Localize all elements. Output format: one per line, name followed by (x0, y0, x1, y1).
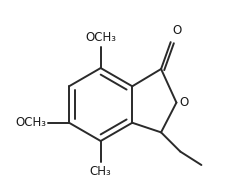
Text: OCH₃: OCH₃ (15, 116, 46, 129)
Text: OCH₃: OCH₃ (85, 31, 116, 44)
Text: CH₃: CH₃ (90, 165, 112, 178)
Text: O: O (179, 96, 189, 109)
Text: O: O (173, 24, 182, 37)
